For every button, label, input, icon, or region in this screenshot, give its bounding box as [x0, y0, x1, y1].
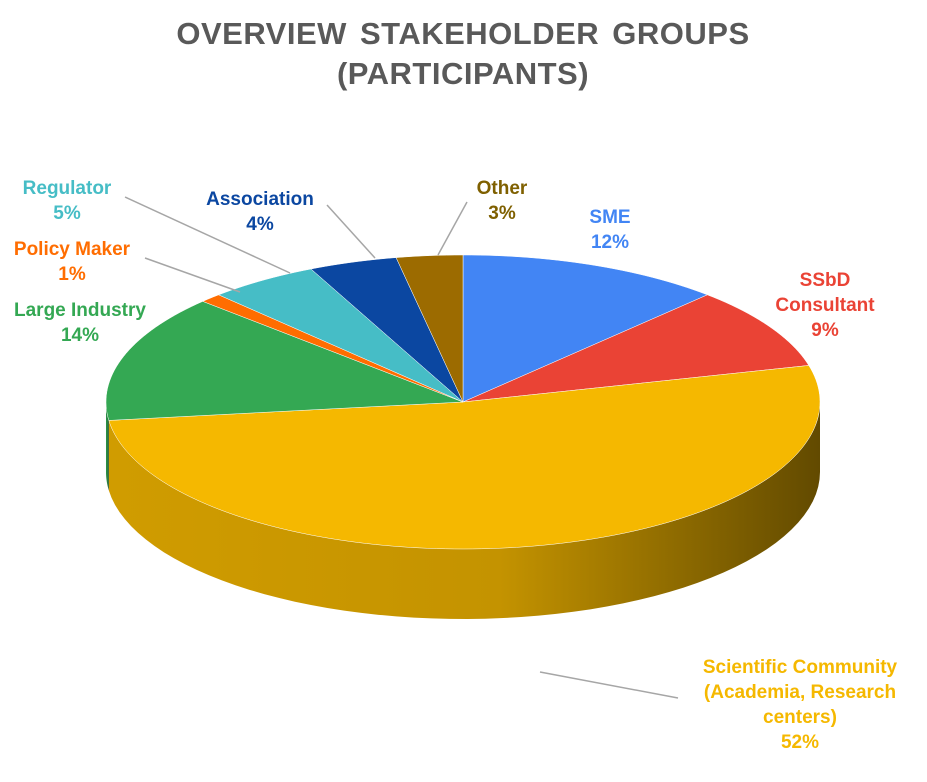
category-label: Association	[206, 189, 314, 210]
slice	[462, 294, 810, 403]
slice	[310, 257, 464, 403]
category-label: SSbD Consultant	[775, 270, 875, 316]
leader-line	[437, 201, 468, 256]
data-label: SME 12%	[550, 205, 670, 255]
slice	[462, 254, 709, 403]
category-label: Scientific Community (Academia, Research…	[702, 657, 898, 728]
slice	[105, 301, 464, 421]
leader-line	[326, 204, 376, 259]
value-label: 1%	[58, 264, 86, 285]
slice-side	[106, 402, 109, 491]
value-label: 3%	[488, 203, 516, 224]
leader-line	[124, 196, 291, 274]
data-label: Regulator 5%	[0, 176, 137, 226]
value-label: 9%	[811, 320, 839, 341]
category-label: Large Industry	[14, 300, 146, 321]
category-label: SME	[589, 207, 631, 228]
category-label: Other	[476, 178, 528, 199]
data-label: Association 4%	[180, 187, 340, 237]
slice-side	[108, 402, 820, 619]
data-label: Other 3%	[452, 176, 552, 226]
data-label: SSbD Consultant 9%	[750, 268, 900, 343]
slice	[395, 254, 464, 403]
value-label: 14%	[60, 325, 100, 346]
chart-title: OVERVIEW STAKEHOLDER GROUPS (PARTICIPANT…	[176, 16, 750, 91]
value-label: 12%	[590, 232, 630, 253]
data-label: Large Industry 14%	[0, 298, 170, 348]
leader-line	[539, 671, 679, 699]
slice	[217, 268, 464, 403]
category-label: Regulator	[22, 178, 112, 199]
data-label: Policy Maker 1%	[0, 237, 152, 287]
value-label: 5%	[53, 203, 81, 224]
leader-line	[144, 257, 241, 293]
data-label: Scientific Community (Academia, Research…	[675, 655, 925, 755]
value-label: 4%	[246, 214, 274, 235]
value-label: 52%	[780, 732, 820, 753]
category-label: Policy Maker	[13, 239, 131, 260]
